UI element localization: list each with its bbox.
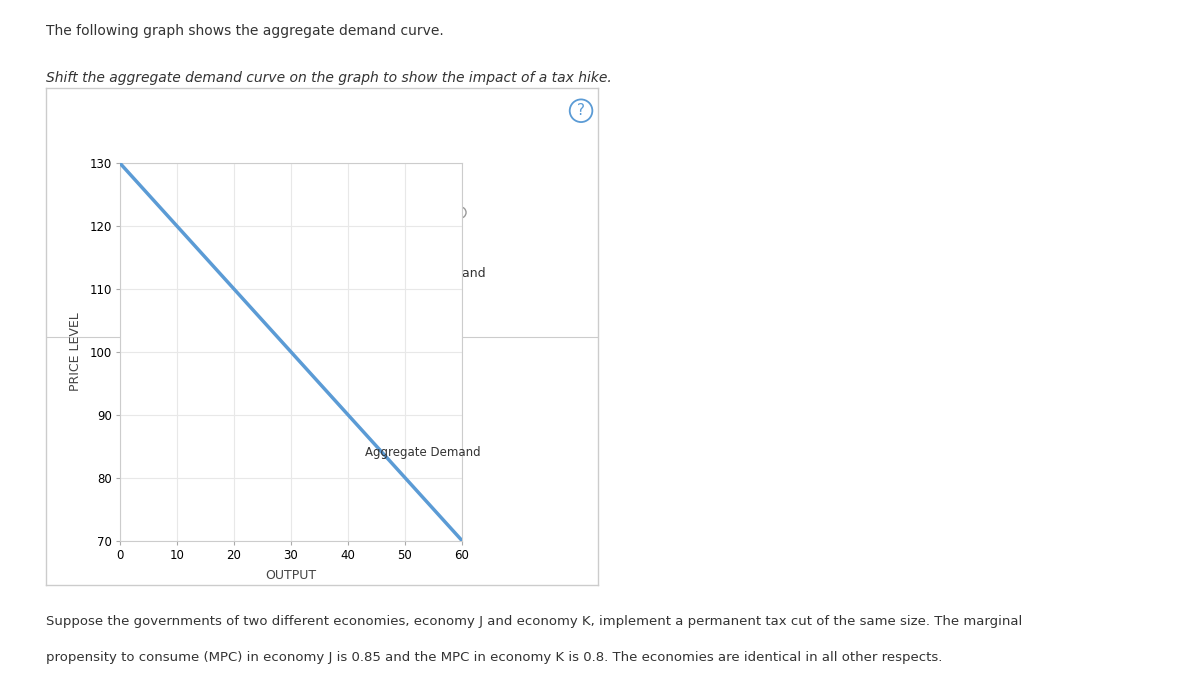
Text: propensity to consume (MPC) in economy J is 0.85 and the MPC in economy K is 0.8: propensity to consume (MPC) in economy J… bbox=[46, 651, 942, 664]
Text: Suppose the governments of two different economies, economy J and economy K, imp: Suppose the governments of two different… bbox=[46, 615, 1022, 628]
Text: Shift the aggregate demand curve on the graph to show the impact of a tax hike.: Shift the aggregate demand curve on the … bbox=[46, 71, 611, 86]
X-axis label: OUTPUT: OUTPUT bbox=[265, 569, 317, 582]
Text: Aggregate Demand: Aggregate Demand bbox=[364, 267, 486, 280]
Text: ?: ? bbox=[577, 103, 586, 118]
Text: Aggregate Demand: Aggregate Demand bbox=[365, 446, 481, 459]
Y-axis label: PRICE LEVEL: PRICE LEVEL bbox=[70, 313, 83, 391]
Text: The following graph shows the aggregate demand curve.: The following graph shows the aggregate … bbox=[46, 24, 443, 38]
